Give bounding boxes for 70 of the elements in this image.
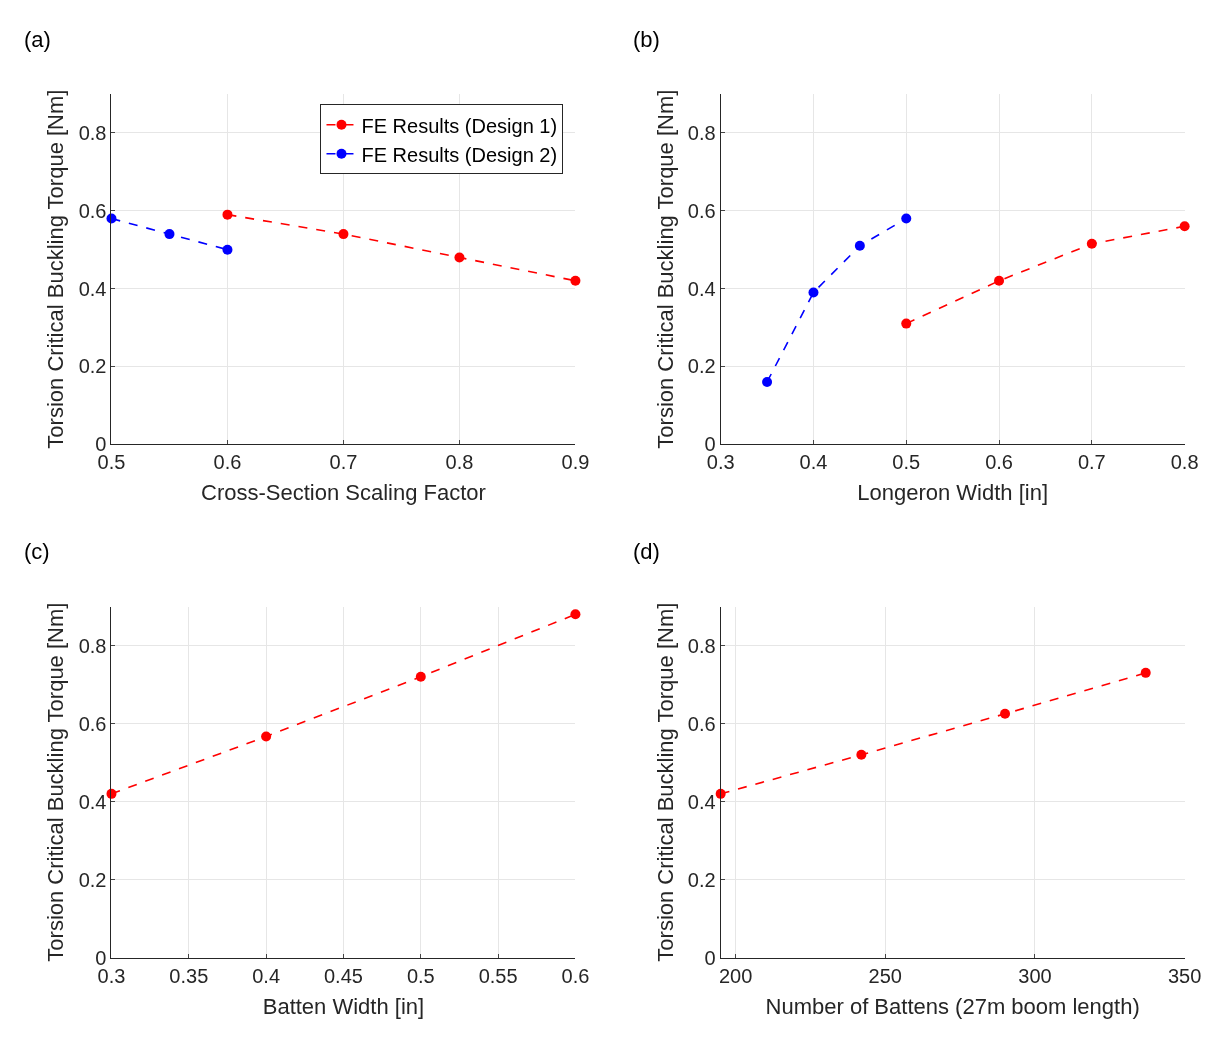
y-tick-label: 0.2	[687, 355, 716, 378]
y-axis-title: Torsion Critical Buckling Torque [Nm]	[652, 602, 678, 962]
y-tick-label: 0.4	[78, 277, 107, 300]
y-tick-label: 0.2	[78, 355, 107, 378]
x-tick-label: 350	[1167, 964, 1202, 987]
x-tick-label: 0.5	[892, 451, 921, 474]
point	[856, 749, 867, 760]
chart-title: (b)	[633, 27, 660, 52]
y-tick-label: 0.8	[687, 121, 716, 144]
x-tick-label: 0.8	[1170, 451, 1199, 474]
x-tick-label: 0.4	[799, 451, 828, 474]
point	[415, 671, 426, 682]
y-tick-label: 0.2	[687, 868, 716, 891]
point	[454, 252, 465, 263]
point	[854, 240, 865, 251]
x-tick-label: 0.6	[213, 451, 242, 474]
chart-title: (c)	[24, 539, 50, 564]
x-tick-label: 0.5	[406, 964, 435, 987]
y-tick-label: 0.4	[687, 790, 716, 813]
x-axis-title: Batten Width [in]	[262, 993, 425, 1019]
x-tick-label: 0.4	[252, 964, 281, 987]
point	[338, 229, 349, 240]
x-tick-label: 250	[868, 964, 902, 987]
point	[901, 318, 912, 329]
point	[570, 275, 581, 286]
point	[570, 609, 581, 620]
chart-title: (a)	[24, 27, 51, 52]
point	[222, 209, 233, 220]
y-tick-label: 0.6	[687, 712, 716, 735]
point	[994, 275, 1005, 286]
point	[164, 229, 175, 240]
y-tick-label: 0	[704, 946, 716, 969]
x-tick-label: 0.7	[1077, 451, 1106, 474]
y-axis-title: Torsion Critical Buckling Torque [Nm]	[43, 89, 69, 449]
x-tick-label: 300	[1018, 964, 1052, 987]
x-tick-label: 0.8	[445, 451, 474, 474]
legend-label: FE Results (Design 1)	[361, 114, 558, 137]
y-tick-label: 0.4	[687, 277, 716, 300]
x-tick-label: 200	[718, 964, 753, 987]
x-tick-label: 0.7	[329, 451, 358, 474]
point	[222, 244, 233, 255]
point	[1140, 667, 1151, 678]
legend-label: FE Results (Design 2)	[361, 143, 558, 166]
x-tick-label: 0.45	[323, 964, 363, 987]
y-tick-label: 0.8	[687, 634, 716, 657]
x-axis-title: Number of Battens (27m boom length)	[765, 993, 1140, 1019]
y-tick-label: 0.6	[78, 712, 107, 735]
y-tick-label: 0.6	[78, 199, 107, 222]
y-tick-label: 0.2	[78, 868, 107, 891]
x-axis-title: Cross-Section Scaling Factor	[201, 480, 486, 506]
x-axis-title: Longeron Width [in]	[857, 480, 1049, 506]
x-tick-label: 0.6	[561, 964, 590, 987]
x-tick-label: 0.55	[478, 964, 518, 987]
y-tick-label: 0.6	[687, 199, 716, 222]
point	[261, 731, 272, 742]
point	[808, 287, 819, 298]
y-tick-label: 0.8	[78, 634, 107, 657]
x-tick-label: 0.6	[985, 451, 1013, 474]
point	[901, 213, 912, 224]
y-tick-label: 0.8	[78, 121, 107, 144]
x-tick-label: 0.9	[561, 451, 590, 474]
point	[1179, 221, 1190, 232]
point	[1000, 708, 1011, 719]
chart-title: (d)	[633, 539, 660, 564]
y-axis-title: Torsion Critical Buckling Torque [Nm]	[43, 602, 69, 962]
y-axis-title: Torsion Critical Buckling Torque [Nm]	[652, 89, 678, 449]
point	[762, 376, 773, 387]
y-tick-label: 0.4	[78, 790, 107, 813]
x-tick-label: 0.35	[169, 964, 209, 987]
point	[1086, 238, 1097, 249]
